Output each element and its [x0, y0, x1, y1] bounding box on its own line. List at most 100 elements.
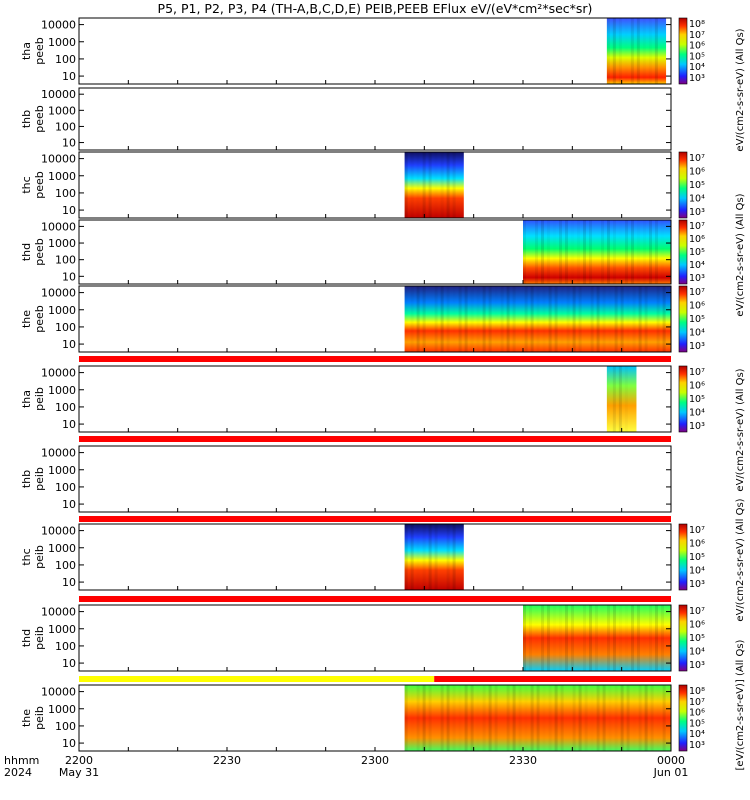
spectrogram-texture: [662, 685, 666, 751]
spectrogram-texture: [596, 685, 600, 751]
colorbar-tick-label: 10⁵: [689, 247, 705, 258]
panel-frame: [78, 17, 672, 85]
y-tick-label: 10: [62, 137, 76, 150]
spectrogram-texture: [638, 685, 642, 751]
spectrogram-texture: [482, 286, 486, 352]
spectrogram-texture: [411, 152, 414, 218]
spectrogram-texture: [643, 605, 646, 671]
colorbar-thc-peib: 10⁷ 10⁶ 10⁵ 10⁴ 10³: [678, 523, 705, 591]
y-tick-label: 100: [55, 53, 76, 66]
colorbar-tick-label: 10⁸: [689, 686, 705, 697]
colorbar-unit-label: eV/(cm2-s-sr-eV) (All Qs): [735, 28, 746, 151]
spectrogram-texture: [631, 605, 634, 671]
spectrogram-texture: [464, 685, 468, 751]
spectrogram-texture: [595, 605, 598, 671]
spectrogram-texture: [625, 605, 628, 671]
colorbar-tick-label: 10⁴: [689, 260, 705, 271]
panel-tha-peib: 10000 1000 100 10 tha peib: [20, 365, 672, 433]
spectrogram-region: [404, 524, 464, 590]
spectrogram-texture: [422, 152, 426, 218]
spectrogram-texture: [440, 286, 444, 352]
quality-flag-bar: [79, 436, 671, 442]
y-tick-label: 10000: [41, 287, 76, 300]
colorbar-tick-label: 10⁶: [689, 41, 705, 52]
spectrogram-texture: [446, 152, 450, 218]
panel-species-label: peib: [33, 545, 46, 569]
colorbar-tick-label: 10³: [689, 660, 705, 671]
spectrogram-texture: [601, 605, 604, 671]
spectrogram-texture: [434, 524, 438, 590]
colorbar-tha-peib: 10⁷ 10⁶ 10⁵ 10⁴ 10³: [678, 365, 705, 433]
panel-thc-peeb: 10000 1000 100 10 thc peeb: [20, 151, 672, 219]
spectrogram-texture: [589, 605, 592, 671]
spectrogram-texture: [644, 685, 648, 751]
spectrogram-texture: [453, 286, 456, 352]
spectrogram-texture: [638, 286, 642, 352]
spectrogram-texture: [662, 286, 666, 352]
spectrogram-texture: [625, 366, 628, 432]
y-tick-label: 1000: [48, 304, 76, 317]
spectrogram-texture: [571, 220, 574, 284]
spectrogram-texture: [655, 605, 658, 671]
colorbar-tick-label: 10⁷: [689, 697, 705, 708]
spectrogram-texture: [565, 220, 568, 284]
panel-thb-peeb: 10000 1000 100 10 thb peeb: [20, 87, 672, 151]
y-tick-label: 1000: [48, 703, 76, 716]
y-tick-label: 1000: [48, 104, 76, 117]
x-axis-label: hhmm: [4, 754, 39, 767]
spectrogram-texture: [661, 605, 664, 671]
spectrogram-texture: [417, 524, 420, 590]
y-tick-label: 10: [62, 737, 76, 750]
colorbar-tick-label: 10³: [689, 73, 705, 84]
spectrogram-texture: [618, 366, 622, 432]
colorbar-tick-label: 10⁵: [689, 718, 705, 729]
colorbar-thd-peib: 10⁷ 10⁶ 10⁵ 10⁴ 10³: [678, 604, 705, 672]
colorbar-unit-label: eV/(cm2-s-sr-eV) (All Qs): [735, 498, 746, 621]
spectrogram-texture: [417, 152, 420, 218]
spectrogram-texture: [470, 685, 474, 751]
spectrogram-texture: [601, 220, 604, 284]
y-tick-label: 100: [55, 120, 76, 133]
spectrogram-texture: [559, 220, 562, 284]
panel-tha-peeb: 10000 1000 100 10 tha peeb: [20, 17, 672, 85]
spectrogram-texture: [519, 286, 522, 352]
colorbar-tick-label: 10⁷: [689, 30, 705, 41]
colorbar-tick-label: 10⁴: [689, 328, 705, 339]
colorbar-tick-label: 10⁶: [689, 381, 705, 392]
y-tick-label: 100: [55, 640, 76, 653]
y-tick-label: 1000: [48, 170, 76, 183]
colorbar-tick-label: 10⁵: [689, 552, 705, 563]
panel-probe-label: thd: [20, 243, 33, 261]
x-tick-label: 2200: [65, 754, 93, 767]
spectrogram-texture: [541, 220, 544, 284]
spectrogram-texture: [596, 286, 600, 352]
panel-frame: [78, 87, 672, 151]
spectrogram-texture: [553, 605, 556, 671]
spectrogram-region: [606, 18, 667, 84]
y-tick-label: 10: [62, 657, 76, 670]
colorbar-tick-label: 10⁷: [689, 367, 705, 378]
panel-probe-label: the: [20, 310, 33, 328]
spectrogram-texture: [525, 685, 528, 751]
spectrogram-texture: [452, 152, 456, 218]
y-tick-label: 10: [62, 270, 76, 283]
y-tick-label: 10: [62, 498, 76, 511]
spectrogram-texture: [554, 685, 558, 751]
colorbar-tick-label: 10³: [689, 273, 705, 284]
panel-species-label: peib: [33, 626, 46, 650]
spectrogram-texture: [631, 220, 634, 284]
y-tick-label: 10: [62, 418, 76, 431]
spectrogram-texture: [523, 220, 526, 284]
colorbar-tick-label: 10³: [689, 421, 705, 432]
spectrogram-texture: [567, 286, 570, 352]
y-tick-label: 10000: [41, 19, 76, 32]
x-axis-label: 2024: [4, 766, 32, 779]
panel-thd-peeb: 10000 1000 100 10 thd peeb: [20, 219, 672, 285]
spectrogram-texture: [446, 685, 450, 751]
spectrogram-texture: [547, 220, 550, 284]
colorbar-tick-label: 10⁶: [689, 620, 705, 631]
spectrogram-texture: [612, 18, 616, 84]
colorbars: 10⁸10⁷10⁶10⁵10⁴10³10⁷10⁶10⁵10⁴10³10⁷10⁶1…: [678, 17, 746, 770]
panel-probe-label: thc: [20, 176, 33, 193]
